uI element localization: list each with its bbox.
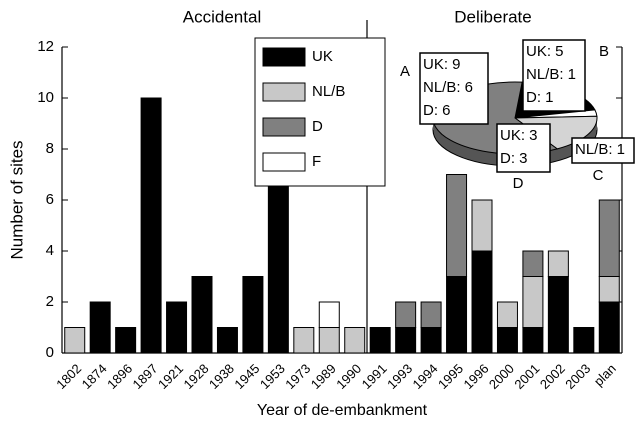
bar: [216, 327, 238, 354]
section-title: Accidental: [183, 7, 261, 26]
pie-label-box: [522, 39, 586, 112]
bar: [547, 250, 569, 277]
legend-label: D: [312, 118, 323, 135]
pie-label-box: [496, 123, 551, 173]
legend-swatch: [262, 47, 306, 67]
x-tick-label: 1995: [435, 361, 466, 392]
x-tick-label: plan: [591, 361, 619, 389]
bar: [191, 276, 213, 354]
pie-value-label: UK: 3: [500, 127, 538, 144]
bar: [598, 276, 620, 303]
bar: [344, 327, 366, 354]
legend-label: NL/B: [312, 83, 345, 100]
bar: [242, 276, 264, 354]
x-axis-label: Year of de-embankment: [257, 402, 428, 419]
x-tick-label: 1897: [130, 361, 161, 392]
legend-label: UK: [312, 48, 333, 65]
bar: [140, 97, 162, 354]
x-tick-label: 1996: [460, 361, 491, 392]
bar: [395, 327, 417, 354]
x-tick-label: 1896: [104, 361, 135, 392]
x-tick-label: 2000: [486, 361, 517, 392]
bar: [446, 276, 468, 354]
bar: [318, 301, 340, 328]
x-tick-label: 1874: [79, 361, 110, 392]
y-tick-label: 6: [46, 191, 54, 208]
bar: [420, 327, 442, 354]
x-tick-label: 1953: [257, 361, 288, 392]
bar: [446, 174, 468, 277]
legend-swatch: [262, 152, 306, 172]
y-tick-label: 0: [46, 344, 54, 361]
pie-value-label: NL/B: 6: [423, 79, 473, 96]
bar: [318, 327, 340, 354]
bar: [166, 301, 188, 354]
x-tick-label: 1973: [282, 361, 313, 392]
bar: [598, 199, 620, 277]
pie-label-box: [571, 137, 635, 164]
bar: [420, 301, 442, 328]
y-tick-label: 4: [46, 242, 54, 259]
bar: [573, 327, 595, 354]
bar: [64, 327, 86, 354]
bar: [598, 301, 620, 354]
x-tick-label: 1802: [53, 361, 84, 392]
legend: UK NL/B D F: [254, 37, 386, 187]
bar: [115, 327, 137, 354]
x-tick-label: 1938: [206, 361, 237, 392]
pie-value-label: NL/B: 1: [526, 66, 576, 83]
bar: [471, 199, 493, 252]
x-tick-label: 1945: [231, 361, 262, 392]
legend-swatch: [262, 117, 306, 137]
x-tick-label: 1921: [155, 361, 186, 392]
y-tick-label: 8: [46, 140, 54, 157]
pie-value-label: UK: 9: [423, 56, 461, 73]
x-tick-label: 2001: [511, 361, 542, 392]
bar: [496, 301, 518, 328]
y-tick-label: 10: [37, 89, 54, 106]
x-tick-label: 2003: [562, 361, 593, 392]
bar: [522, 327, 544, 354]
bar: [471, 250, 493, 354]
x-tick-label: 1989: [308, 361, 339, 392]
bar: [522, 276, 544, 328]
section-title: Deliberate: [454, 7, 532, 26]
bar: [547, 276, 569, 354]
pie-slice-label: C: [593, 167, 604, 184]
y-axis-label: Number of sites: [7, 140, 26, 259]
bar: [395, 301, 417, 328]
x-tick-label: 1991: [359, 361, 390, 392]
legend-swatch: [262, 82, 306, 102]
bar: [89, 301, 111, 354]
pie-slice-label: D: [513, 175, 524, 192]
x-tick-label: 1928: [180, 361, 211, 392]
pie-label-box: [419, 52, 489, 125]
x-tick-label: 1990: [333, 361, 364, 392]
y-tick-label: 2: [46, 293, 54, 310]
pie-value-label: NL/B: 1: [575, 141, 625, 158]
legend-label: F: [312, 153, 321, 170]
y-tick-label: 12: [37, 38, 54, 55]
bar: [522, 250, 544, 277]
pie-value-label: D: 1: [526, 89, 554, 106]
x-tick-label: 1993: [384, 361, 415, 392]
bar: [369, 327, 391, 354]
x-tick-label: 1994: [410, 361, 441, 392]
x-tick-label: 2002: [537, 361, 568, 392]
pie-value-label: D: 3: [500, 150, 528, 167]
bar: [496, 327, 518, 354]
bar: [293, 327, 315, 354]
pie-value-label: UK: 5: [526, 43, 564, 60]
pie-slice-label: B: [599, 43, 609, 60]
pie-slice-label: A: [400, 63, 410, 80]
pie-value-label: D: 6: [423, 102, 451, 119]
